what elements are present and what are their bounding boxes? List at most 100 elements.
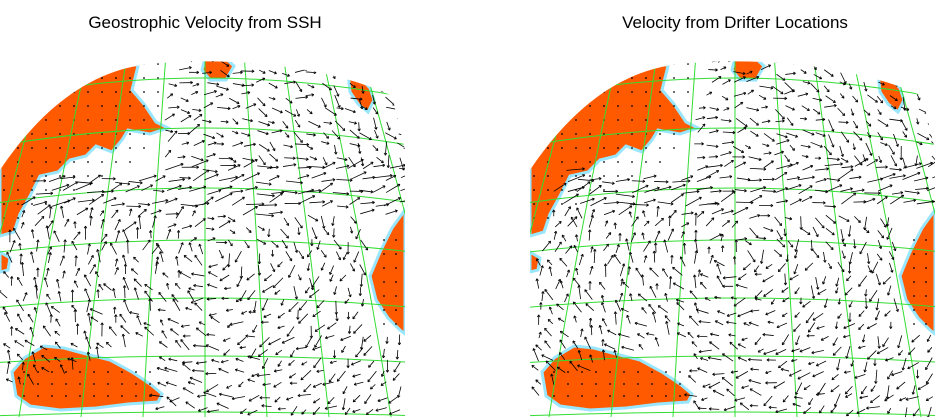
velocity-arrow	[925, 357, 933, 371]
velocity-arrow	[863, 81, 868, 92]
velocity-arrow	[916, 161, 933, 169]
velocity-arrow	[735, 237, 748, 241]
velocity-arrow	[681, 175, 694, 181]
velocity-arrow	[730, 370, 739, 374]
velocity-arrow	[294, 61, 307, 67]
velocity-arrow	[569, 360, 578, 372]
velocity-arrow	[385, 132, 397, 140]
velocity-arrow	[876, 70, 883, 81]
velocity-arrow	[840, 131, 850, 143]
velocity-arrow	[350, 171, 367, 180]
velocity-arrow	[867, 177, 884, 183]
velocity-arrow	[898, 350, 904, 356]
velocity-arrow	[76, 207, 89, 216]
velocity-arrow	[400, 172, 405, 179]
velocity-arrow	[802, 56, 815, 60]
velocity-arrow	[732, 146, 745, 153]
velocity-arrow	[907, 362, 920, 370]
velocity-arrow	[899, 397, 907, 402]
velocity-arrow	[720, 190, 736, 203]
velocity-arrow	[189, 185, 207, 192]
velocity-arrow	[344, 407, 351, 416]
velocity-arrow	[877, 119, 889, 127]
velocity-arrow	[268, 337, 281, 346]
velocity-arrow	[48, 174, 66, 183]
velocity-arrow	[758, 236, 767, 241]
velocity-arrow	[355, 347, 364, 358]
velocity-arrow	[350, 97, 363, 101]
velocity-arrow	[349, 226, 354, 234]
velocity-arrow	[876, 196, 888, 205]
velocity-arrow	[535, 379, 542, 385]
velocity-arrow	[723, 406, 736, 412]
velocity-arrow	[802, 81, 811, 85]
velocity-arrow	[334, 120, 346, 132]
velocity-arrow	[158, 341, 168, 348]
velocity-arrow	[135, 332, 144, 337]
velocity-arrow	[244, 240, 250, 249]
velocity-arrow	[367, 370, 377, 383]
velocity-arrow	[657, 201, 674, 206]
velocity-arrow	[285, 251, 293, 262]
velocity-arrow	[392, 373, 400, 381]
velocity-arrow	[695, 308, 709, 314]
velocity-arrow	[309, 277, 315, 291]
velocity-arrow	[344, 108, 356, 114]
velocity-arrow	[748, 379, 761, 384]
velocity-arrow	[797, 372, 811, 380]
velocity-arrow	[270, 263, 276, 273]
velocity-arrow	[220, 120, 229, 124]
velocity-arrow	[360, 157, 365, 167]
velocity-arrow	[889, 262, 894, 273]
velocity-arrow	[573, 315, 577, 323]
velocity-arrow	[672, 266, 683, 276]
velocity-arrow	[696, 175, 712, 182]
velocity-arrow	[191, 155, 204, 162]
velocity-arrow	[663, 239, 669, 253]
velocity-arrow	[216, 106, 231, 111]
velocity-arrow	[71, 304, 78, 312]
velocity-arrow	[180, 97, 189, 102]
velocity-arrow	[546, 259, 553, 266]
velocity-arrow	[783, 228, 787, 237]
longitude-line	[672, 61, 698, 417]
velocity-arrow	[722, 353, 734, 362]
velocity-arrow	[240, 69, 255, 73]
velocity-arrow	[16, 299, 24, 312]
velocity-arrow	[887, 370, 894, 380]
velocity-arrow	[763, 289, 774, 297]
velocity-arrow	[207, 283, 218, 289]
velocity-arrow	[867, 94, 878, 103]
velocity-arrow	[613, 222, 617, 229]
velocity-arrow	[170, 328, 179, 336]
velocity-arrow	[177, 269, 181, 278]
velocity-arrow	[766, 358, 776, 362]
velocity-arrow	[776, 133, 788, 139]
velocity-arrow	[824, 204, 836, 209]
velocity-arrow	[307, 145, 314, 150]
velocity-arrow	[815, 392, 825, 397]
velocity-arrow	[230, 174, 245, 183]
velocity-arrow	[566, 269, 571, 278]
velocity-arrow	[547, 318, 554, 325]
velocity-arrow	[282, 72, 290, 77]
velocity-arrow	[164, 113, 175, 121]
longitude-line	[80, 61, 130, 417]
velocity-arrow	[717, 310, 725, 315]
velocity-arrow	[737, 310, 751, 318]
velocity-arrow	[256, 193, 275, 198]
velocity-arrow	[694, 229, 698, 240]
velocity-arrow	[352, 373, 361, 378]
velocity-arrow	[720, 233, 724, 242]
velocity-arrow	[889, 118, 903, 123]
velocity-arrow	[137, 214, 142, 230]
velocity-arrow	[399, 167, 405, 171]
velocity-arrow	[387, 85, 395, 91]
velocity-arrow	[178, 242, 184, 254]
velocity-arrow	[903, 162, 922, 169]
velocity-arrow	[10, 276, 14, 286]
velocity-arrow	[724, 159, 734, 167]
velocity-arrow	[789, 144, 795, 151]
velocity-arrow	[111, 209, 119, 219]
velocity-arrow	[615, 244, 620, 254]
